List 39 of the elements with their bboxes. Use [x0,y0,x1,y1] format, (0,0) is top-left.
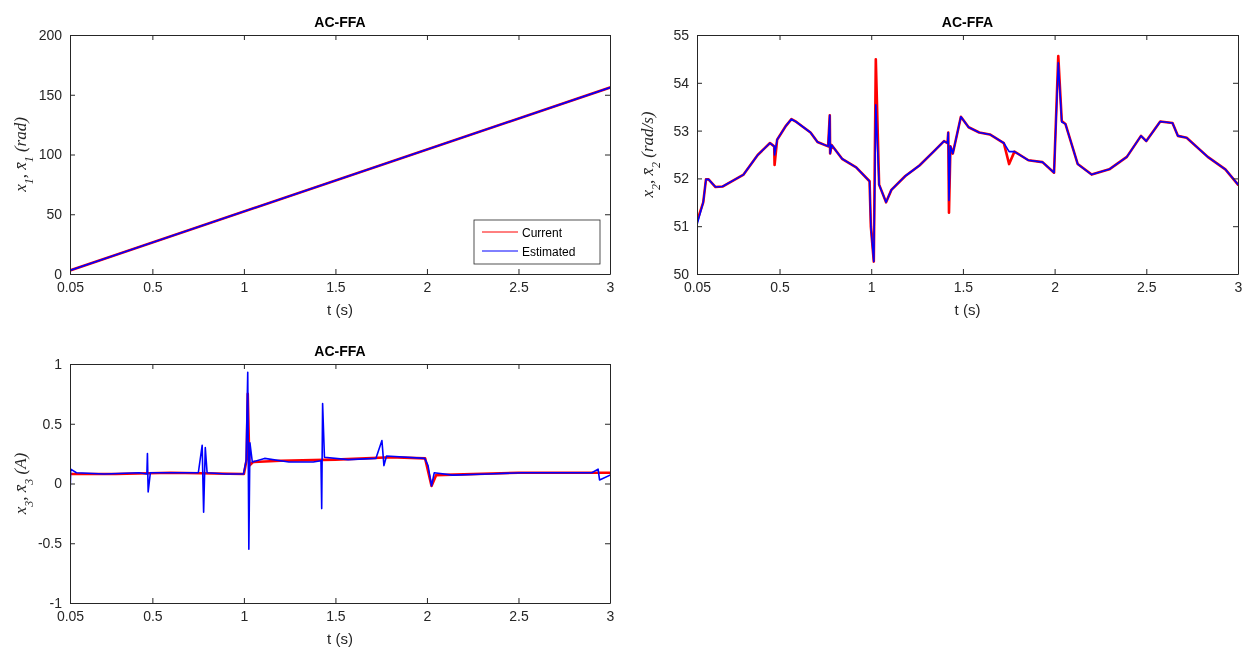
x-axis-title: t (s) [954,301,981,318]
y-tick-label: 200 [38,26,63,43]
y-tick-label: 52 [673,170,690,187]
x-tick-label: 2 [1051,278,1060,295]
chart-title: AC-FFA [314,343,366,359]
x-tick-label: 2.5 [1137,278,1157,295]
y-tick-label: 50 [46,206,63,223]
x-tick-label: 1.5 [326,607,346,624]
x-tick-label: 2.5 [509,278,529,295]
y-tick-label: -0.5 [37,535,63,552]
x-tick-label: 3 [606,278,615,295]
x-tick-label: 1.5 [953,278,974,295]
x-tick-label: 0.5 [143,607,163,624]
x-tick-label: 1.5 [326,278,346,295]
x-tick-label: 3 [606,607,615,624]
y-tick-label: 100 [38,146,63,163]
y-tick-label: 51 [673,218,690,235]
y-tick-label: 0 [54,475,63,492]
y-tick-label: 150 [38,86,63,103]
x-tick-label: 3 [1234,278,1243,295]
x-axis-title: t (s) [327,630,353,647]
y-tick-label: 1 [54,355,63,372]
x-tick-label: 2 [423,278,432,295]
x-tick-label: 2 [423,607,432,624]
legend-label: Estimated [522,244,576,259]
x-tick-label: 1 [240,278,249,295]
x-tick-label: 2.5 [509,607,529,624]
chart-title: AC-FFA [941,14,994,30]
y-tick-label: 54 [673,74,690,91]
y-tick-label: 53 [673,122,690,139]
x-tick-label: 0.5 [770,278,790,295]
x-tick-label: 0.5 [143,278,163,295]
legend-label: Current [522,225,563,240]
y-tick-label: 0.5 [42,415,63,432]
x-axis-title: t (s) [327,301,353,318]
x-tick-label: 1 [867,278,876,295]
y-tick-label: 55 [673,26,690,43]
x-tick-label: 1 [240,607,249,624]
chart-title: AC-FFA [314,14,366,30]
